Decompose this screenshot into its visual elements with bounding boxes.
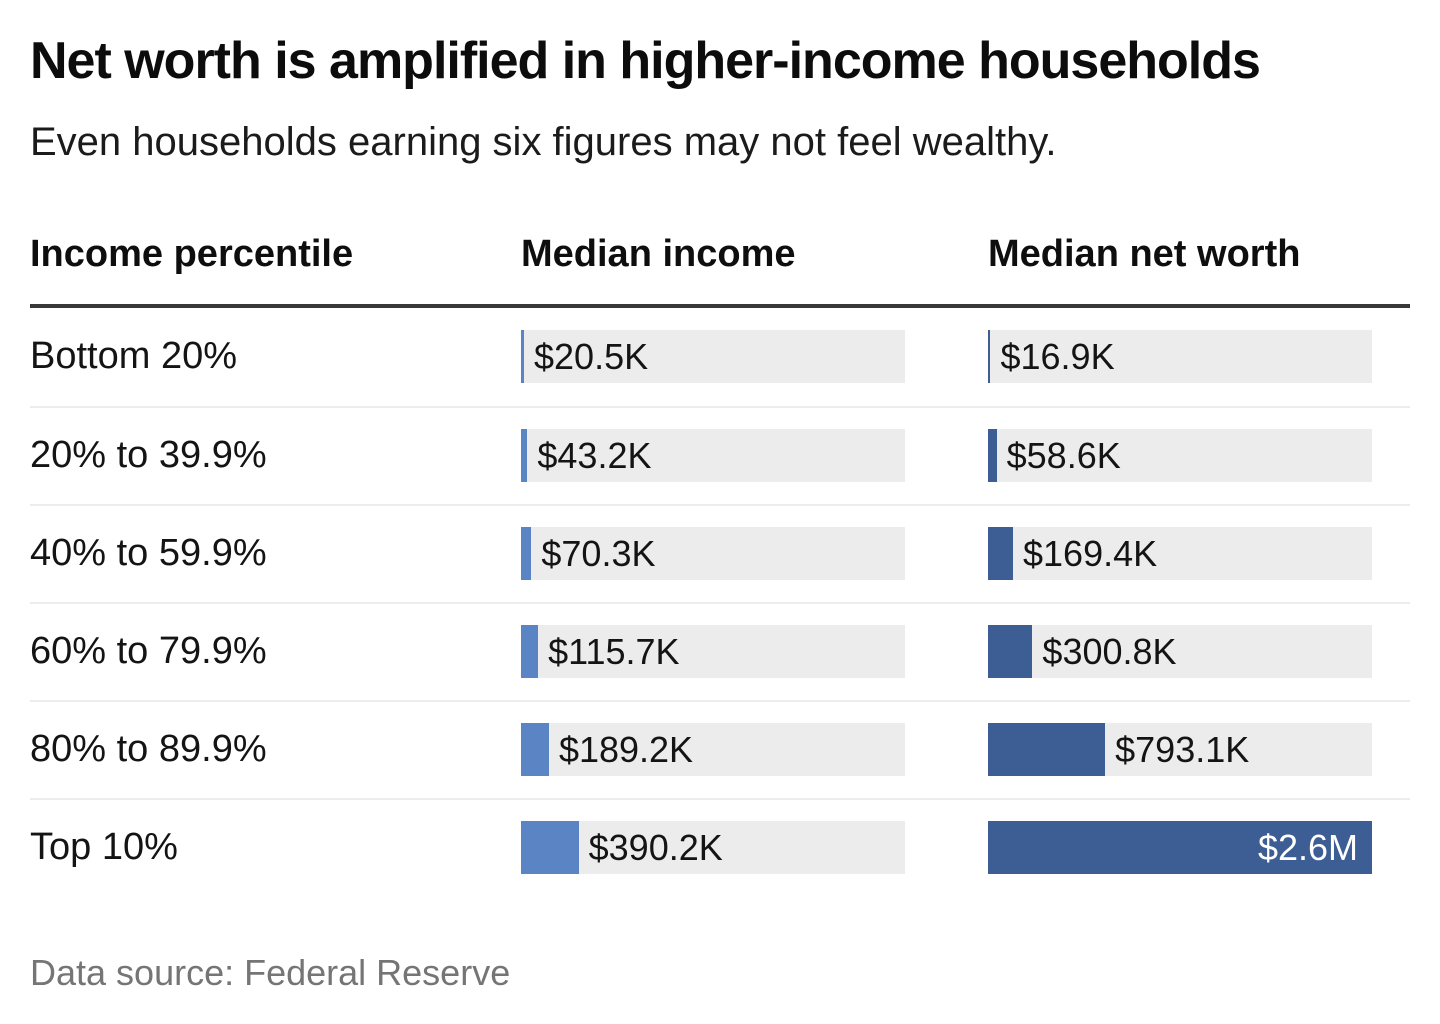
median-net-worth-bar-cell: $2.6M: [988, 821, 1372, 875]
table-row: 80% to 89.9% $189.2K $793.1K: [30, 699, 1410, 798]
median-net-worth-bar-value: $2.6M: [1257, 826, 1358, 868]
median-income-bar-fill: [521, 625, 539, 679]
median-net-worth-bar-track: $793.1K: [988, 723, 1372, 777]
median-income-bar-fill: [521, 527, 532, 581]
median-net-worth-bar-cell: $16.9K: [988, 330, 1372, 384]
median-income-bar-cell: $189.2K: [521, 723, 905, 777]
table-body: Bottom 20% $20.5K $16.9K 20% to 39.9% $4…: [30, 308, 1410, 896]
median-income-bar-cell: $115.7K: [521, 625, 905, 679]
median-net-worth-bar-value: $16.9K: [1000, 335, 1115, 377]
median-income-bar-value: $189.2K: [558, 728, 694, 770]
median-net-worth-bar-cell: $793.1K: [988, 723, 1372, 777]
median-income-bar-track: $20.5K: [521, 330, 905, 384]
median-income-bar-track: $70.3K: [521, 527, 905, 581]
median-income-bar-track: $390.2K: [521, 821, 905, 875]
header-divider: [30, 303, 1410, 308]
table-row: Bottom 20% $20.5K $16.9K: [30, 308, 1410, 406]
median-income-bar-value: $115.7K: [548, 630, 680, 672]
chart-subtitle: Even households earning six figures may …: [30, 119, 1057, 164]
row-category-label: 40% to 59.9%: [30, 532, 267, 575]
row-category-label: Top 10%: [30, 826, 178, 869]
median-income-bar-value: $390.2K: [588, 826, 723, 868]
median-income-bar-fill: [521, 821, 579, 875]
median-income-bar-track: $43.2K: [521, 429, 905, 483]
median-net-worth-bar-cell: $300.8K: [988, 625, 1372, 679]
row-category-label: Bottom 20%: [30, 335, 237, 378]
median-net-worth-bar-cell: $169.4K: [988, 527, 1372, 581]
median-net-worth-bar-fill: [988, 723, 1106, 777]
median-income-bar-fill: [521, 723, 549, 777]
median-net-worth-bar-fill: [988, 821, 1372, 875]
column-header-median-income: Median income: [521, 232, 796, 275]
median-net-worth-bar-fill: [988, 625, 1033, 679]
median-net-worth-bar-cell: $58.6K: [988, 429, 1372, 483]
median-net-worth-bar-track: $2.6M: [988, 821, 1372, 875]
net-worth-infographic: Net worth is amplified in higher-income …: [30, 32, 1410, 993]
median-income-bar-cell: $43.2K: [521, 429, 905, 483]
column-header-median-net-worth: Median net worth: [988, 232, 1301, 275]
median-income-bar-cell: $390.2K: [521, 821, 905, 875]
median-income-bar-value: $20.5K: [534, 335, 649, 377]
median-net-worth-bar-track: $300.8K: [988, 625, 1372, 679]
table-row: Top 10% $390.2K $2.6M: [30, 797, 1410, 896]
median-net-worth-bar-value: $169.4K: [1023, 532, 1158, 574]
median-income-bar-cell: $20.5K: [521, 330, 905, 384]
median-income-bar-cell: $70.3K: [521, 527, 905, 581]
median-net-worth-bar-track: $169.4K: [988, 527, 1372, 581]
median-net-worth-bar-track: $16.9K: [988, 330, 1372, 384]
median-net-worth-bar-value: $58.6K: [1006, 434, 1121, 476]
median-net-worth-bar-fill: [988, 527, 1014, 581]
chart-title: Net worth is amplified in higher-income …: [30, 32, 1261, 90]
median-net-worth-bar-track: $58.6K: [988, 429, 1372, 483]
median-income-bar-track: $115.7K: [521, 625, 905, 679]
column-header-income-percentile: Income percentile: [30, 232, 354, 275]
median-income-bar-track: $189.2K: [521, 723, 905, 777]
median-income-bar-fill: [521, 429, 528, 483]
table-header-row: Income percentile Median income Median n…: [30, 233, 1410, 276]
median-net-worth-bar-value: $793.1K: [1115, 728, 1250, 770]
row-category-label: 80% to 89.9%: [30, 728, 267, 771]
median-net-worth-bar-fill: [988, 429, 997, 483]
table-row: 60% to 79.9% $115.7K $300.8K: [30, 601, 1410, 700]
median-income-bar-value: $43.2K: [537, 434, 652, 476]
row-category-label: 60% to 79.9%: [30, 630, 267, 673]
median-net-worth-bar-value: $300.8K: [1042, 630, 1177, 672]
table-row: 40% to 59.9% $70.3K $169.4K: [30, 503, 1410, 602]
median-income-bar-fill: [521, 330, 525, 384]
median-income-bar-value: $70.3K: [541, 532, 656, 574]
median-net-worth-bar-fill: [988, 330, 991, 384]
table-row: 20% to 39.9% $43.2K $58.6K: [30, 405, 1410, 504]
row-category-label: 20% to 39.9%: [30, 434, 267, 477]
data-source: Data source: Federal Reserve: [30, 951, 511, 993]
